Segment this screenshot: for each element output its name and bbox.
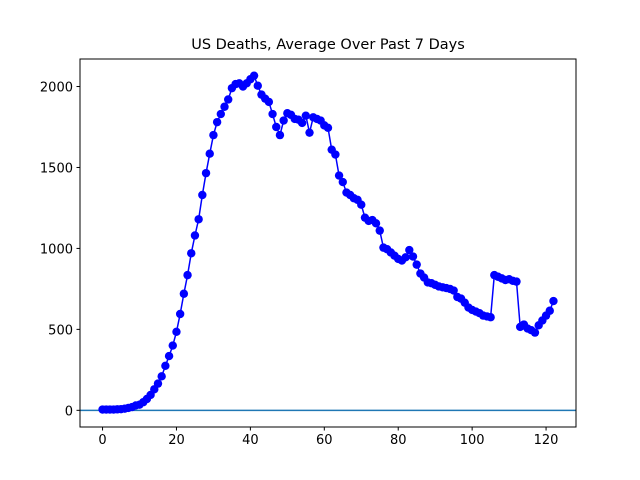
- point: [323, 123, 333, 133]
- point: [157, 372, 166, 381]
- chart-title: US Deaths, Average Over Past 7 Days: [191, 37, 465, 53]
- point: [305, 128, 314, 137]
- point: [331, 150, 340, 159]
- point: [164, 351, 174, 361]
- point: [408, 252, 418, 261]
- point: [224, 95, 233, 104]
- point: [190, 231, 200, 240]
- point: [209, 130, 218, 140]
- point: [486, 313, 495, 322]
- point: [545, 306, 554, 315]
- point: [268, 109, 277, 119]
- plot-area: 0 20 40 60 80 100 120 0 500 1000 1500 2000: [40, 71, 576, 448]
- point: [338, 177, 347, 187]
- x-tick-label: 40: [242, 433, 259, 448]
- x-tick-label: 100: [460, 433, 485, 448]
- point: [183, 270, 192, 280]
- point: [201, 168, 211, 178]
- point: [272, 122, 281, 132]
- point: [301, 111, 311, 120]
- point: [179, 289, 189, 298]
- point: [168, 341, 177, 350]
- point: [275, 130, 285, 140]
- x-tick-label: 80: [390, 433, 407, 448]
- point: [512, 277, 521, 286]
- y-tick-label: 2000: [40, 81, 73, 96]
- y-tick-label: 1500: [40, 161, 73, 176]
- point: [279, 116, 288, 125]
- y-tick-label: 0: [65, 404, 73, 419]
- x-tick-label: 120: [534, 433, 559, 448]
- point: [175, 309, 185, 319]
- point: [549, 296, 558, 306]
- point: [212, 117, 222, 127]
- point: [216, 109, 226, 119]
- point: [253, 81, 262, 90]
- point: [297, 118, 307, 128]
- point: [334, 171, 344, 180]
- x-tick-label: 60: [316, 433, 333, 448]
- point: [264, 97, 274, 107]
- point: [449, 286, 458, 295]
- point: [153, 379, 163, 388]
- point: [371, 219, 381, 228]
- point: [412, 260, 421, 269]
- point: [205, 149, 214, 158]
- point: [405, 245, 414, 255]
- point: [172, 327, 181, 337]
- point: [375, 226, 384, 235]
- x-tick-label: 0: [98, 433, 106, 448]
- point: [220, 102, 229, 111]
- point: [249, 71, 259, 80]
- x-tick-label: 20: [168, 433, 185, 448]
- point: [194, 215, 203, 224]
- y-tick-label: 500: [48, 323, 73, 338]
- point: [187, 249, 196, 258]
- point: [198, 190, 207, 200]
- y-tick-label: 1000: [40, 242, 73, 257]
- axes-frame: [79, 58, 577, 428]
- point: [401, 253, 410, 262]
- point: [357, 200, 366, 209]
- point: [530, 328, 540, 337]
- point: [161, 361, 170, 371]
